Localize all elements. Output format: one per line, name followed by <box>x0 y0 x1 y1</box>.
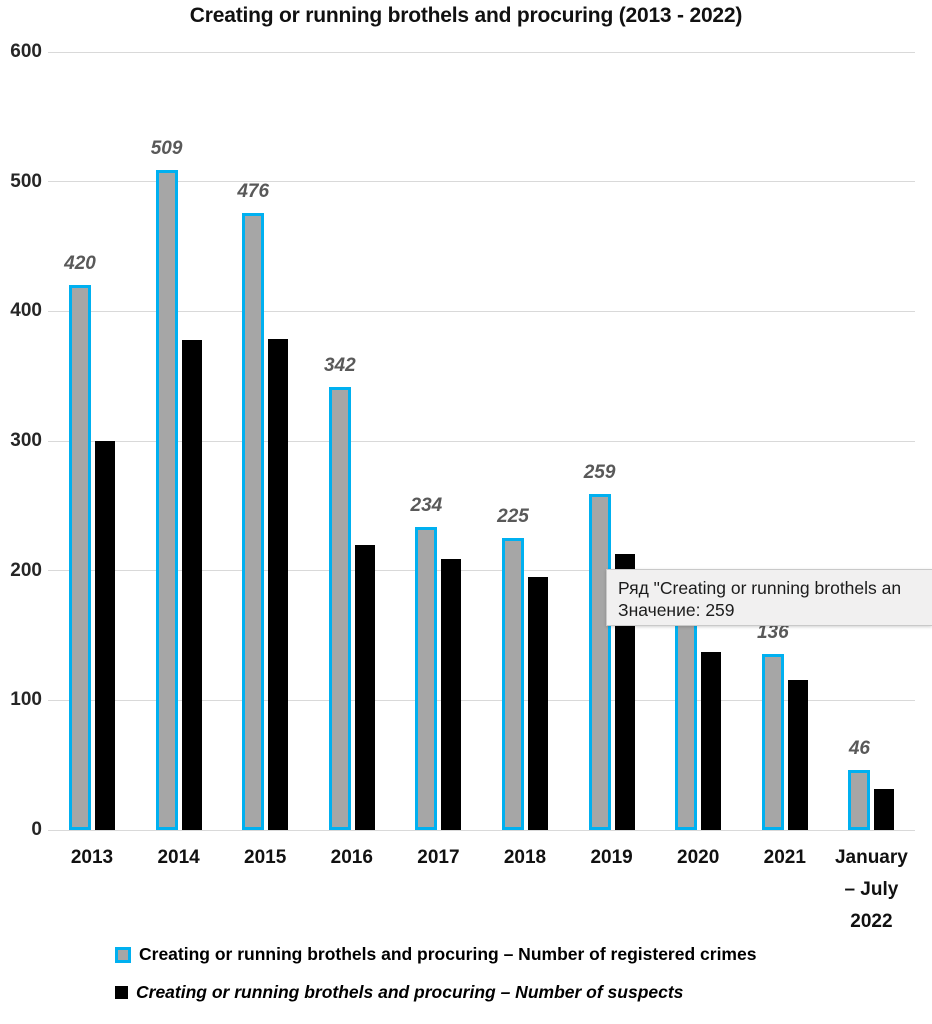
y-tick-label-500: 500 <box>10 170 42 192</box>
bar-suspects-January-July-2022[interactable] <box>874 788 895 830</box>
y-tick-label-100: 100 <box>10 689 42 711</box>
legend-marker-suspects-icon <box>115 986 128 999</box>
gridline-300 <box>48 440 915 442</box>
gridline-100 <box>48 699 915 701</box>
gridline-500 <box>48 181 915 183</box>
bar-registered-crimes-2019[interactable] <box>588 494 611 830</box>
x-axis-label-2016: 2016 <box>330 847 373 868</box>
legend-label-suspects: Creating or running brothels and procuri… <box>136 982 684 1002</box>
x-axis-label-2018: 2018 <box>503 847 547 868</box>
value-label-registered-crimes-2015: 476 <box>237 180 270 202</box>
gridline-600 <box>48 51 915 53</box>
y-tick-label-600: 600 <box>10 41 42 62</box>
value-label-registered-crimes-2018: 225 <box>497 506 529 528</box>
gridline-400 <box>48 310 915 312</box>
bar-suspects-2016[interactable] <box>354 544 375 830</box>
bar-suspects-2017[interactable] <box>441 558 462 830</box>
legend-item-suspects[interactable]: Creating or running brothels and procuri… <box>115 982 756 1003</box>
x-axis-label-2019: 2019 <box>590 847 633 868</box>
bar-registered-crimes-2014[interactable] <box>155 169 178 830</box>
value-label-registered-crimes-January-July-2022: 46 <box>848 738 870 760</box>
y-tick-label-300: 300 <box>10 430 42 451</box>
x-axis-label-2020: 2020 <box>677 847 720 868</box>
legend-marker-registered-crimes-icon <box>115 946 131 963</box>
bar-suspects-2014[interactable] <box>181 339 202 830</box>
value-label-registered-crimes-2014: 509 <box>150 137 183 159</box>
chart-legend: Creating or running brothels and procuri… <box>115 944 756 1020</box>
y-tick-label-200: 200 <box>10 559 42 581</box>
bar-registered-crimes-January-July-2022[interactable] <box>848 770 871 830</box>
chart-tooltip: Ряд "Creating or running brothels an Зна… <box>606 569 932 626</box>
bar-registered-crimes-2021[interactable] <box>761 653 784 830</box>
legend-label-registered-crimes: Creating or running brothels and procuri… <box>139 944 757 964</box>
bar-suspects-2013[interactable] <box>95 441 115 830</box>
y-tick-label-400: 400 <box>10 300 42 322</box>
x-axis-label-2014: 2014 <box>157 847 200 868</box>
y-tick-label-0: 0 <box>31 819 42 840</box>
x-axis-label-2021: 2021 <box>763 847 806 868</box>
bar-registered-crimes-2013[interactable] <box>69 285 91 830</box>
bar-registered-crimes-2015[interactable] <box>242 212 265 830</box>
bar-registered-crimes-2016[interactable] <box>328 386 351 830</box>
value-label-registered-crimes-2017: 234 <box>410 494 443 516</box>
tooltip-value-line: Значение: 259 <box>618 600 735 620</box>
x-axis-label-2013: 2013 <box>70 847 114 868</box>
x-axis-label-2017: 2017 <box>417 847 460 868</box>
bar-suspects-2015[interactable] <box>268 338 289 830</box>
value-label-registered-crimes-2013: 420 <box>64 253 96 275</box>
tooltip-series-line: Ряд "Creating or running brothels an <box>618 578 902 598</box>
value-label-registered-crimes-2019: 259 <box>583 462 616 484</box>
chart-title: Creating or running brothels and procuri… <box>189 4 743 27</box>
bar-suspects-2020[interactable] <box>701 652 722 830</box>
gridline-200 <box>48 570 915 572</box>
gridline-0 <box>48 829 915 831</box>
value-label-registered-crimes-2016: 342 <box>323 354 356 376</box>
bar-suspects-2018[interactable] <box>528 577 548 830</box>
bar-registered-crimes-2017[interactable] <box>415 526 438 830</box>
x-axis-label-2015: 2015 <box>244 847 287 868</box>
x-axis-label-January-July-2022: January – July 2022 <box>834 847 908 932</box>
value-label-registered-crimes-2021: 136 <box>756 621 789 643</box>
bar-registered-crimes-2018[interactable] <box>502 538 524 830</box>
bar-registered-crimes-2020[interactable] <box>675 621 698 830</box>
legend-item-registered-crimes[interactable]: Creating or running brothels and procuri… <box>115 944 756 965</box>
bar-suspects-2021[interactable] <box>787 679 808 830</box>
